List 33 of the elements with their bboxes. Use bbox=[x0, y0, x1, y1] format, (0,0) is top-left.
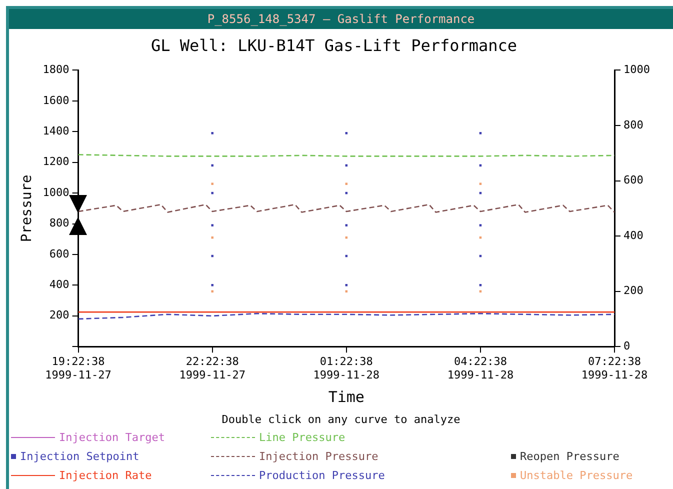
text: P_8556_148_5347 – Gaslift Performance bbox=[9, 9, 673, 29]
x-tick-label: 01:22:38 1999-11-28 bbox=[313, 355, 380, 382]
y-tick-label: 800 bbox=[49, 216, 70, 230]
y2-tick-label: 600 bbox=[624, 174, 644, 187]
legend-label: Line Pressure bbox=[259, 431, 346, 444]
x-axis-title: Time bbox=[328, 388, 364, 406]
text: Double click on any curve to analyze bbox=[220, 413, 462, 426]
y2-tick-label: 0 bbox=[624, 339, 630, 352]
legend-label: Injection Rate bbox=[59, 469, 152, 482]
x-tick-label: 22:22:38 1999-11-27 bbox=[179, 355, 246, 382]
y2-tick-label: 400 bbox=[624, 228, 644, 242]
legend-label: Injection Pressure bbox=[259, 450, 378, 463]
legend-label: Unstable Pressure bbox=[520, 469, 633, 482]
chart-title: GL Well: LKU-B14T Gas-Lift Performance bbox=[150, 36, 518, 55]
x-tick-label: 19:22:38 1999-11-27 bbox=[45, 355, 112, 382]
legend-label: Injection Setpoint bbox=[20, 450, 140, 463]
y2-tick-label: 200 bbox=[624, 284, 644, 298]
y-tick-label: 200 bbox=[49, 308, 70, 322]
y-tick-label: 400 bbox=[49, 278, 70, 292]
y-tick-label: 1800 bbox=[42, 63, 70, 76]
y-tick-label: 600 bbox=[49, 247, 70, 260]
x-tick-label: 04:22:38 1999-11-28 bbox=[447, 355, 514, 382]
y2-tick-label: 1000 bbox=[624, 63, 650, 76]
y2-tick-label: 800 bbox=[624, 118, 644, 132]
y-tick-label: 1200 bbox=[42, 155, 70, 168]
x-tick-label: 07:22:38 1999-11-28 bbox=[581, 355, 648, 382]
y-tick-label: 1600 bbox=[42, 94, 70, 107]
y-tick-label: 1400 bbox=[42, 124, 70, 138]
legend-label: Reopen Pressure bbox=[520, 450, 620, 463]
y-tick-label: 1000 bbox=[42, 186, 70, 199]
legend-label: Injection Target bbox=[59, 431, 165, 444]
legend-label: Production Pressure bbox=[259, 469, 385, 482]
y-axis-title: Pressure bbox=[19, 174, 36, 242]
